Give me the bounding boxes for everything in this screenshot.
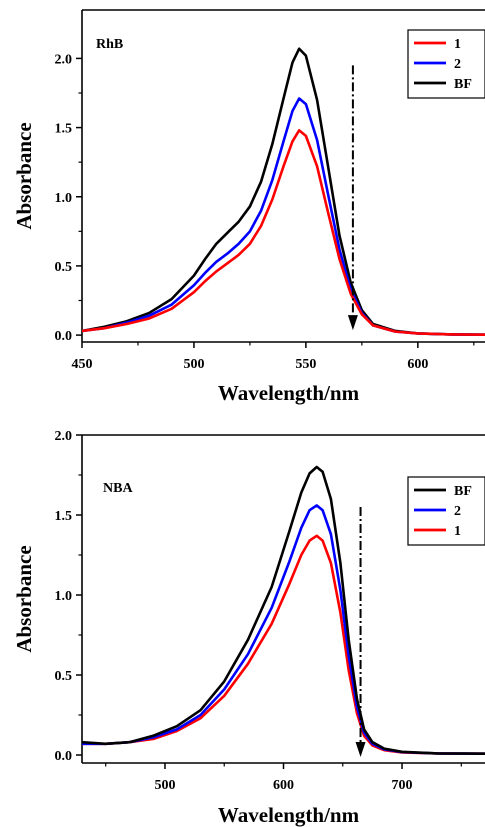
x-tick-label: 500 bbox=[154, 778, 175, 793]
y-tick-label: 0.0 bbox=[55, 749, 73, 764]
chart-panel-rhb: 450 500 550 600 0.0 0.5 1.0 1.5 2.0 Absorbance Wav… bbox=[12, 9, 485, 405]
x-tick-label: 550 bbox=[295, 357, 316, 372]
y-tick-label: 2.0 bbox=[55, 52, 73, 67]
legend-label: 1 bbox=[454, 37, 461, 52]
trend-arrow-head bbox=[347, 315, 358, 331]
legend-label: BF bbox=[454, 77, 472, 92]
legend-label: 2 bbox=[454, 57, 461, 72]
y-tick-label: 1.0 bbox=[55, 191, 73, 206]
x-tick-label: 600 bbox=[407, 357, 428, 372]
y-axis-title: Absorbance bbox=[12, 545, 36, 652]
x-tick-label: 500 bbox=[183, 357, 204, 372]
y-tick-label: 1.5 bbox=[55, 509, 73, 524]
x-tick-label: 450 bbox=[72, 357, 93, 372]
legend-label: 2 bbox=[454, 504, 461, 519]
trend-arrow-head bbox=[355, 742, 366, 757]
series-line-bf bbox=[82, 465, 485, 756]
chart-panel-nba: 500 600 700 0.0 0.5 1.0 1.5 2.0 Absorbance Wavele… bbox=[12, 429, 485, 827]
series-line-1 bbox=[82, 129, 485, 336]
y-tick-label: 0.5 bbox=[55, 260, 73, 275]
legend-label: 1 bbox=[454, 524, 461, 539]
y-tick-label: 1.0 bbox=[55, 589, 73, 604]
y-tick-label: 1.5 bbox=[55, 122, 73, 137]
y-axis-title: Absorbance bbox=[12, 122, 36, 229]
y-tick-label: 0.0 bbox=[55, 329, 73, 344]
y-tick-label: 0.5 bbox=[55, 669, 73, 684]
panel-label: RhB bbox=[96, 37, 123, 52]
y-tick-label: 2.0 bbox=[55, 429, 73, 444]
panel-label: NBA bbox=[103, 481, 133, 496]
x-axis-title: Wavelength/nm bbox=[218, 803, 360, 827]
x-tick-label: 700 bbox=[392, 778, 413, 793]
x-tick-label: 600 bbox=[273, 778, 294, 793]
series-line-2 bbox=[82, 97, 485, 336]
series-line-1 bbox=[82, 534, 485, 756]
x-axis-title: Wavelength/nm bbox=[218, 381, 360, 405]
legend-label: BF bbox=[454, 484, 472, 499]
